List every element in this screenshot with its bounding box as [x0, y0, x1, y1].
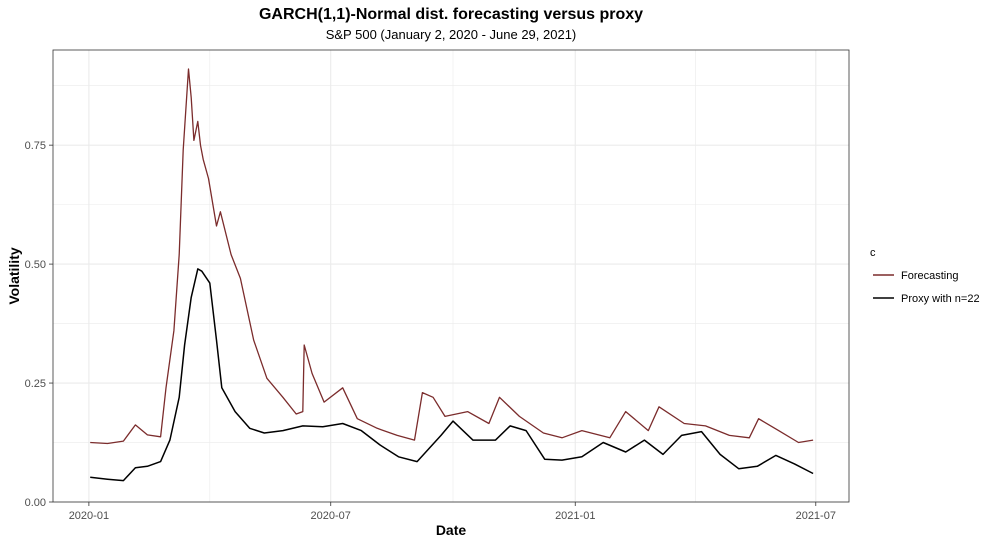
legend-label-forecasting: Forecasting	[901, 270, 958, 282]
panel-border	[52, 49, 850, 503]
y-tick-label: 0.75	[25, 140, 46, 152]
series-group	[90, 68, 814, 482]
y-tick-label: 0.25	[25, 378, 46, 390]
legend-label-proxy: Proxy with n=22	[901, 293, 980, 305]
axis-ticks: 0.00 0.25 0.50 0.75 2020-01 2020-07 2021-01 202…	[25, 140, 836, 522]
forecasting-line	[90, 68, 814, 445]
x-tick-label: 2020-07	[311, 510, 351, 522]
legend: c Forecasting Proxy with n=22	[870, 247, 980, 305]
x-tick-label: 2021-07	[796, 510, 836, 522]
x-tick-label: 2021-01	[555, 510, 595, 522]
y-tick-label: 0.50	[25, 259, 46, 271]
chart-title: GARCH(1,1)-Normal dist. forecasting vers…	[259, 6, 643, 23]
x-axis-title: Date	[436, 522, 467, 538]
y-tick-label: 0.00	[25, 497, 46, 509]
grid	[53, 50, 849, 503]
x-tick-label: 2020-01	[69, 510, 109, 522]
proxy-line	[90, 268, 814, 482]
legend-title: c	[870, 247, 876, 259]
chart-subtitle: S&P 500 (January 2, 2020 - June 29, 2021…	[326, 27, 577, 42]
y-axis-title: Volatility	[6, 247, 22, 305]
